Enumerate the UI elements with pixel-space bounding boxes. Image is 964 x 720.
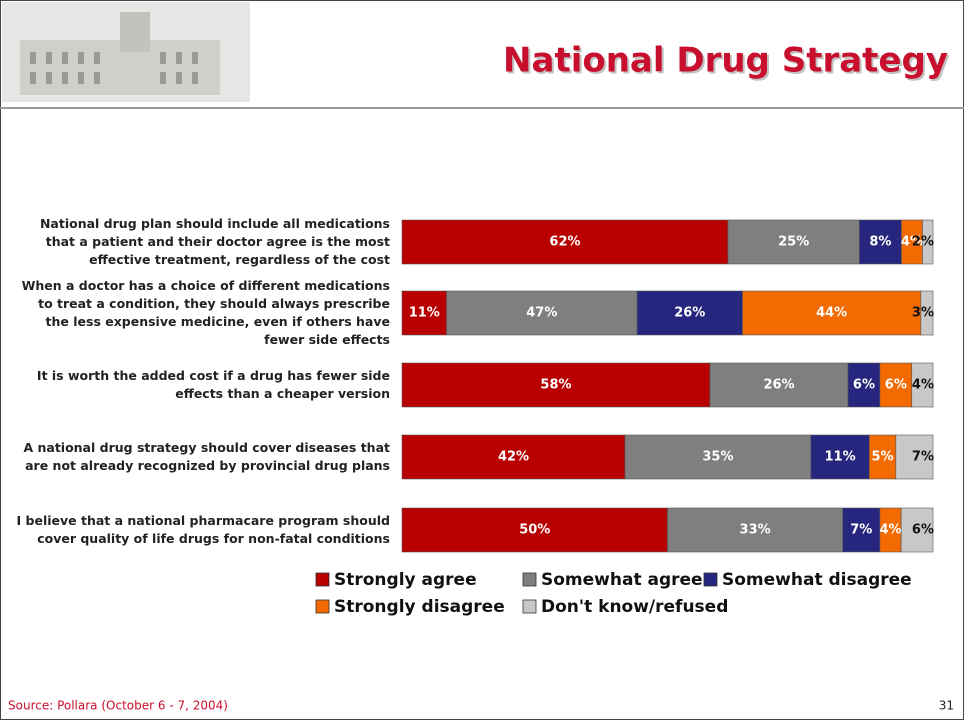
value-label: 62%	[549, 235, 580, 250]
value-label: 4%	[912, 378, 934, 393]
bar-segment	[900, 507, 934, 553]
value-label: 6%	[912, 523, 934, 538]
value-label: 44%	[816, 306, 847, 321]
title-shadow: National Drug Strategy	[505, 43, 950, 83]
chart-title: National Drug Strategy	[503, 41, 948, 81]
category-label: National drug plan should include all me…	[39, 215, 390, 268]
legend-label: Somewhat disagree	[722, 570, 912, 590]
value-label: 7%	[850, 523, 872, 538]
bar-segment	[727, 219, 860, 265]
bar-segment	[401, 507, 668, 553]
value-label: 6%	[853, 378, 875, 393]
bar-segment	[922, 219, 934, 265]
bar-segment	[879, 362, 913, 408]
category-label: A national drug strategy should cover di…	[23, 439, 390, 473]
bar-segment	[868, 434, 897, 480]
value-label: 26%	[763, 378, 794, 393]
bar-segment	[847, 362, 881, 408]
page-number: 31	[939, 699, 954, 713]
value-label: 33%	[740, 523, 771, 538]
value-label: 11%	[825, 450, 856, 465]
value-label: 11%	[409, 306, 440, 321]
bar-segment	[446, 290, 638, 336]
value-label: 5%	[872, 450, 894, 465]
bar-segment	[709, 362, 849, 408]
bar-segment	[742, 290, 922, 336]
category-label: When a doctor has a choice of different …	[21, 277, 390, 348]
value-label: 42%	[498, 450, 529, 465]
bar-segment	[859, 219, 902, 265]
bar-segment	[895, 434, 934, 480]
legend-label: Don't know/refused	[541, 597, 728, 617]
legend-label: Somewhat agree	[541, 570, 703, 590]
legend-swatch	[315, 599, 330, 614]
bar-segment	[401, 362, 711, 408]
value-label: 8%	[869, 235, 891, 250]
bar-segment	[920, 290, 934, 336]
value-label: 6%	[885, 378, 907, 393]
legend-swatch	[315, 572, 330, 587]
value-label: 4%	[901, 235, 923, 250]
bar-segment	[636, 290, 743, 336]
header-photo	[2, 2, 250, 102]
bar-segment	[911, 362, 934, 408]
legend-label: Strongly disagree	[334, 597, 505, 617]
value-label: 3%	[912, 306, 934, 321]
category-label: I believe that a national pharmacare pro…	[16, 512, 390, 546]
bar-segment	[401, 219, 729, 265]
value-label: 4%	[879, 523, 901, 538]
value-label: 26%	[674, 306, 705, 321]
bar-segment	[401, 434, 626, 480]
bar-segment	[667, 507, 844, 553]
bar-segment	[810, 434, 870, 480]
bar-segment	[624, 434, 812, 480]
value-label: 2%	[912, 235, 934, 250]
source-note: Source: Pollara (October 6 - 7, 2004)	[8, 699, 228, 713]
legend-swatch	[522, 599, 537, 614]
value-label: 35%	[702, 450, 733, 465]
bar-segment	[401, 290, 447, 336]
legend-label: Strongly agree	[334, 570, 477, 590]
bar-segment	[842, 507, 881, 553]
value-label: 25%	[778, 235, 809, 250]
value-label: 47%	[526, 306, 557, 321]
value-label: 50%	[519, 523, 550, 538]
legend-swatch	[703, 572, 718, 587]
legend-swatch	[522, 572, 537, 587]
value-label: 58%	[540, 378, 571, 393]
category-label: It is worth the added cost if a drug has…	[36, 367, 390, 401]
value-label: 7%	[912, 450, 934, 465]
